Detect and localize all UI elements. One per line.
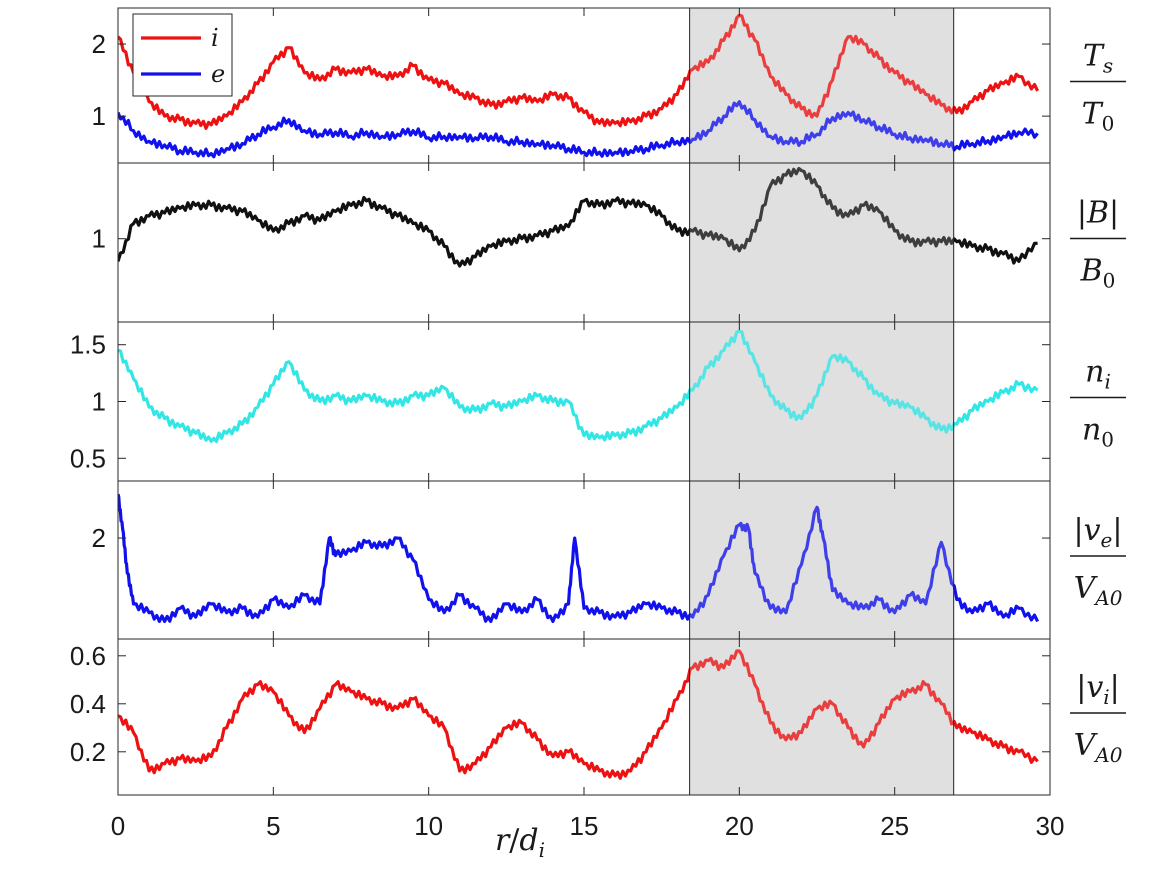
x-tick-label: 0 xyxy=(111,811,125,841)
legend: ie xyxy=(132,13,233,97)
y-tick-label: 0.4 xyxy=(70,689,106,719)
series-line xyxy=(118,329,1039,444)
x-axis-label: r/di xyxy=(495,823,545,862)
legend-label-e: e xyxy=(211,60,225,88)
math-text: |vi| xyxy=(1076,670,1120,709)
math-text: VA0 xyxy=(1074,571,1123,610)
math-text: B0 xyxy=(1080,254,1116,293)
y-tick-label: 1 xyxy=(92,224,106,254)
series-line xyxy=(118,649,1039,780)
y-tick-label: 1 xyxy=(92,387,106,417)
math-text: n0 xyxy=(1082,413,1114,452)
x-tick-label: 5 xyxy=(266,811,280,841)
shaded-region xyxy=(689,639,954,795)
x-tick-label: 25 xyxy=(880,811,909,841)
panel-3: 0.5 1 1.5 xyxy=(70,321,1051,482)
y-tick-label: 1 xyxy=(92,101,106,131)
series-line-e xyxy=(118,100,1039,159)
y-tick-label: 0.6 xyxy=(70,641,106,671)
y-label-3: ni n0 xyxy=(1070,355,1126,452)
y-tick-label: 2 xyxy=(92,29,106,59)
series-line xyxy=(118,493,1040,623)
shaded-region xyxy=(689,322,954,481)
math-text: |ve| xyxy=(1073,513,1122,552)
math-text: Ts xyxy=(1083,39,1113,78)
legend-box xyxy=(132,13,233,97)
panel-1: 12 xyxy=(92,7,1051,164)
x-tick-label: 15 xyxy=(570,811,599,841)
y-tick-label: 0.2 xyxy=(70,737,106,767)
math-text: VA0 xyxy=(1074,728,1123,767)
math-text: |B| xyxy=(1077,196,1119,231)
y-axis-labels: Ts T0 |B| B0 ni n0 |ve| VA0 |vi| VA0 xyxy=(1070,39,1126,767)
panel-2: 1 xyxy=(92,162,1051,323)
y-label-5: |vi| VA0 xyxy=(1070,670,1126,767)
y-label-4: |ve| VA0 xyxy=(1070,513,1126,610)
shaded-overlay xyxy=(689,322,954,481)
y-tick-label: 1.5 xyxy=(70,330,106,360)
y-tick-label: 0.5 xyxy=(70,443,106,473)
shaded-overlay xyxy=(689,163,954,322)
series-line xyxy=(118,166,1038,268)
x-tick-label: 10 xyxy=(414,811,443,841)
series-line-i xyxy=(118,13,1040,130)
x-tick-label: 30 xyxy=(1036,811,1065,841)
shaded-overlay xyxy=(689,639,954,795)
math-text: ni xyxy=(1085,355,1111,394)
x-axis: 0 5 10 15 20 25 30 r/di xyxy=(111,811,1065,862)
panel-5: 0.2 0.4 0.6 xyxy=(70,638,1051,796)
x-tick-label: 20 xyxy=(725,811,754,841)
y-tick-label: 2 xyxy=(92,523,106,553)
shaded-region xyxy=(689,481,954,639)
y-label-2: |B| B0 xyxy=(1070,196,1126,293)
shaded-overlay xyxy=(689,481,954,639)
shaded-overlay xyxy=(689,8,954,163)
panel-4: 2 xyxy=(92,480,1051,640)
legend-label-i: i xyxy=(211,24,219,52)
math-text: T0 xyxy=(1082,97,1115,136)
y-label-1: Ts T0 xyxy=(1070,39,1126,136)
